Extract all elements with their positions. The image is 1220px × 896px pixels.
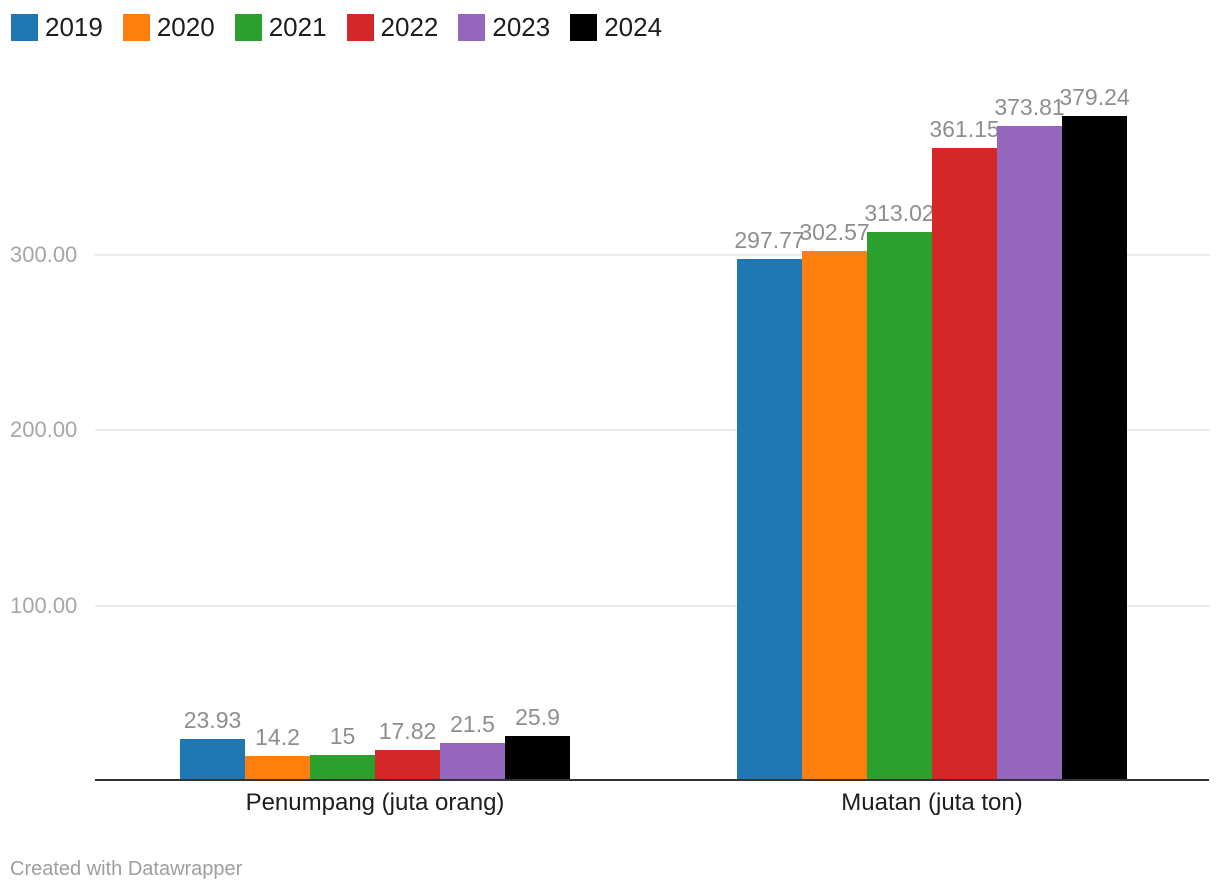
bar-2022-penumpang[interactable] [375,750,440,781]
legend-label: 2019 [45,12,103,42]
bar-2023-penumpang[interactable] [440,743,505,781]
bar-2022-muatan[interactable] [932,148,997,781]
legend-label: 2022 [380,12,439,42]
bar-2020-penumpang[interactable] [245,756,310,781]
legend-item-2021: 2021 [234,12,327,43]
legend-label: 2020 [156,12,215,42]
bar-value-label: 313.02 [864,200,935,226]
legend-item-2022: 2022 [346,12,439,43]
legend-label: 2023 [492,12,551,42]
bar-2021-muatan[interactable] [867,232,932,781]
legend-item-2023: 2023 [458,12,550,43]
legend-swatch-icon [346,14,374,41]
bar-2019-muatan[interactable] [737,259,802,781]
bar-value-label: 21.5 [450,711,495,737]
bar-value-label: 15 [329,723,356,749]
legend-item-2024: 2024 [570,12,662,43]
bar-value-label: 14.2 [255,724,300,750]
legend-item-2019: 2019 [11,12,103,43]
chart-legend: 2019 2020 2021 2022 2023 2024 [11,12,682,43]
legend-swatch-icon [234,14,262,41]
legend-swatch-icon [122,14,150,41]
bar-value-label: 17.82 [378,718,437,744]
bar-value-label: 23.93 [183,707,242,733]
legend-swatch-icon [570,14,598,41]
bar-value-label: 25.9 [515,704,560,730]
legend-swatch-icon [458,14,486,41]
bar-2021-penumpang[interactable] [310,755,375,781]
bar-2019-penumpang[interactable] [180,739,245,781]
y-axis-tick-label: 200.00 [10,417,78,443]
bar-2024-penumpang[interactable] [505,736,570,781]
datawrapper-credit-link[interactable]: Created with Datawrapper [10,858,243,880]
bar-value-label: 361.15 [929,116,1000,142]
gridline-300.00 [95,254,1210,256]
y-axis-tick-label: 300.00 [10,242,78,267]
bar-value-label: 297.77 [734,227,805,253]
gridline-200.00 [95,429,1210,432]
category-label-penumpang: Penumpang (juta orang) [245,789,505,816]
category-label-muatan: Muatan (juta ton) [841,789,1023,816]
bar-value-label: 302.57 [799,219,870,245]
legend-label: 2024 [604,12,663,42]
legend-swatch-icon [11,14,38,41]
gridline-100.00 [95,604,1210,607]
bar-2023-muatan[interactable] [997,126,1062,781]
bar-value-label: 379.24 [1059,84,1130,110]
bar-2020-muatan[interactable] [802,251,867,781]
y-axis-tick-label: 100.00 [10,592,78,618]
legend-label: 2021 [268,12,327,42]
bar-value-label: 373.81 [994,94,1065,120]
bar-2024-muatan[interactable] [1062,116,1127,781]
x-axis-line [95,778,1209,781]
legend-item-2020: 2020 [122,12,215,43]
